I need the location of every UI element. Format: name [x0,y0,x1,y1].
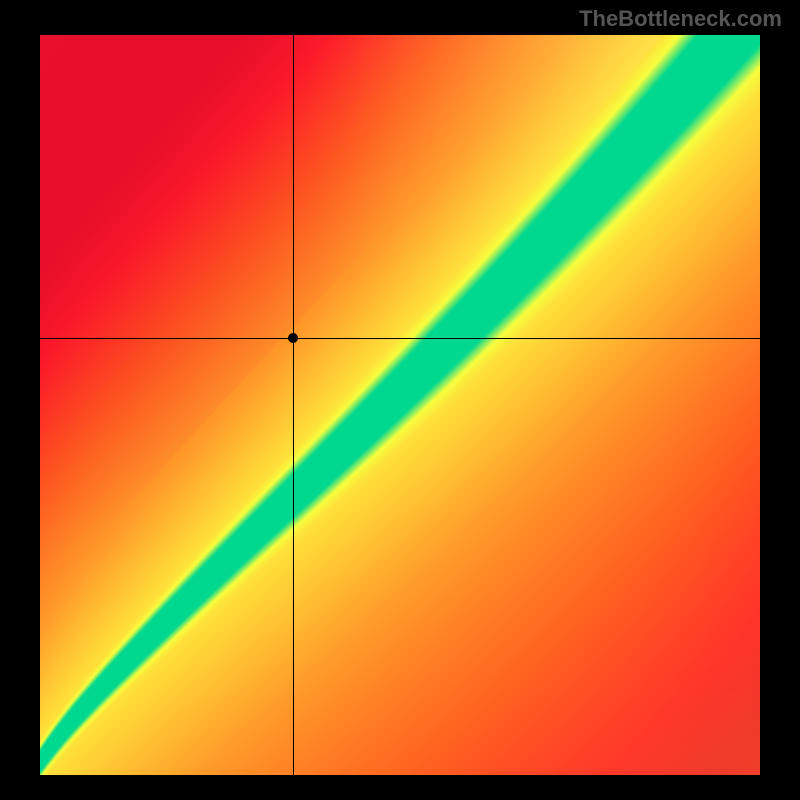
heatmap-canvas [40,35,760,775]
heatmap-plot [40,35,760,775]
watermark-text: TheBottleneck.com [579,6,782,32]
crosshair-vertical [293,35,294,775]
crosshair-marker-dot [288,333,298,343]
crosshair-horizontal [40,338,760,339]
